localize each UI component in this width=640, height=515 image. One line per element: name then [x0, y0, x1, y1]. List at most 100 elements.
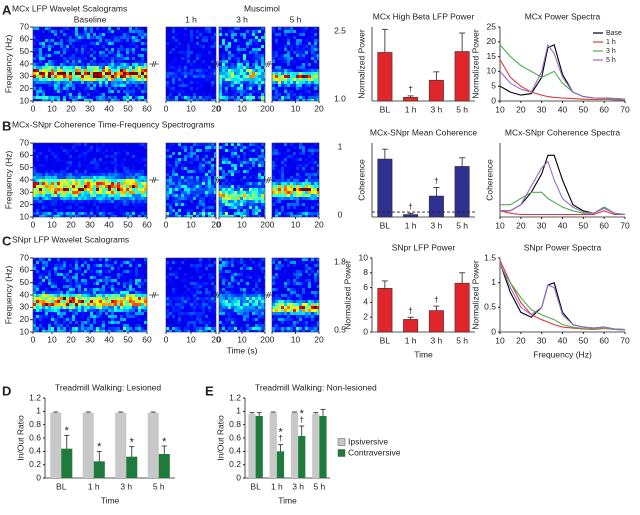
spectrogram-cell: [48, 258, 51, 261]
spectrogram-cell: [123, 36, 126, 39]
spectrogram-cell: [240, 57, 243, 60]
spectrogram-cell: [234, 99, 237, 101]
spectrogram-cell: [144, 39, 147, 42]
spectrogram-cell: [66, 158, 69, 161]
spectrogram-cell: [172, 96, 175, 99]
spectrogram-cell: [69, 258, 72, 261]
spectrogram-cell: [275, 164, 278, 167]
spectrogram-cell: [234, 188, 237, 191]
spectrogram-cell: [141, 63, 144, 66]
spectrogram-cell: [181, 96, 184, 99]
spectrogram-cell: [249, 63, 252, 66]
spectrogram-cell: [48, 276, 51, 279]
spectrogram-cell: [66, 321, 69, 324]
spectrogram-cell: [172, 194, 175, 197]
spectrogram-cell: [305, 215, 308, 217]
spectrogram-cell: [72, 206, 75, 209]
spectrogram-cell: [187, 69, 190, 72]
spectrogram-cell: [81, 66, 84, 69]
spectrogram-cell: [275, 99, 278, 101]
spectrogram-cell: [184, 146, 187, 149]
spectrogram-cell: [141, 69, 144, 72]
x-tick-label: 60: [142, 103, 152, 113]
spectrogram-cell: [219, 194, 222, 197]
spectrogram-cell: [57, 66, 60, 69]
spectrogram-cell: [175, 36, 178, 39]
spectrogram-cell: [234, 48, 237, 51]
spectrogram-cell: [45, 51, 48, 54]
spectrogram-cell: [193, 185, 196, 188]
y-axis-label: Frequency (Hz): [3, 151, 13, 210]
spectrogram-cell: [219, 161, 222, 164]
spectrogram-cell: [166, 158, 169, 161]
spectrogram-cell: [105, 96, 108, 99]
spectrogram-cell: [69, 300, 72, 303]
spectrogram-cell: [272, 209, 275, 212]
spectrogram-cell: [302, 197, 305, 200]
spectrogram-cell: [314, 212, 317, 215]
spectrogram-cell: [225, 146, 228, 149]
spectrogram-cell: [78, 315, 81, 318]
spectrogram-cell: [141, 81, 144, 84]
spectrogram-cell: [60, 93, 63, 96]
spectrogram-cell: [57, 42, 60, 45]
spectrogram-cell: [135, 81, 138, 84]
spectrogram-cell: [208, 179, 211, 182]
spectrogram-cell: [187, 194, 190, 197]
spectrogram-cell: [126, 69, 129, 72]
spectrogram-cell: [90, 30, 93, 33]
spectrogram-cell: [246, 197, 249, 200]
spectrogram-cell: [178, 185, 181, 188]
spectrogram-cell: [234, 203, 237, 206]
spectrogram-cell: [211, 63, 214, 66]
spectrogram-cell: [42, 188, 45, 191]
spectrogram-cell: [169, 66, 172, 69]
spectrogram-cell: [84, 90, 87, 93]
spectrogram-cell: [272, 81, 275, 84]
spectrogram-cell: [66, 155, 69, 158]
spectrogram-cell: [48, 33, 51, 36]
spectrogram-cell: [240, 81, 243, 84]
spectrogram-cell: [57, 75, 60, 78]
spectrogram-cell: [249, 33, 252, 36]
spectrogram-cell: [141, 161, 144, 164]
spectrogram-cell: [57, 27, 60, 30]
spectrogram-cell: [48, 197, 51, 200]
spectrogram-cell: [138, 99, 141, 101]
spectrogram-cell: [228, 182, 231, 185]
spectrogram-cell: [117, 164, 120, 167]
spectrogram-cell: [60, 30, 63, 33]
spectrogram-cell: [252, 161, 255, 164]
spectrogram-cell: [243, 188, 246, 191]
spectrogram-cell: [296, 176, 299, 179]
spectrogram-cell: [36, 270, 39, 273]
spectrogram-cell: [166, 45, 169, 48]
spectrogram-cell: [66, 282, 69, 285]
spectrogram-cell: [129, 42, 132, 45]
spectrogram-cell: [214, 161, 216, 164]
spectrogram-cell: [219, 45, 222, 48]
spectrogram-cell: [120, 66, 123, 69]
spectrogram-cell: [243, 27, 246, 30]
spectrogram-cell: [181, 155, 184, 158]
spectrogram-cell: [36, 300, 39, 303]
spectrogram-cell: [111, 206, 114, 209]
spectrogram-cell: [237, 197, 240, 200]
spectrogram-cell: [96, 161, 99, 164]
spectrogram-cell: [205, 45, 208, 48]
spectrogram-cell: [222, 96, 225, 99]
spectrogram-cell: [196, 191, 199, 194]
spectrogram-cell: [219, 146, 222, 149]
spectrogram-cell: [205, 48, 208, 51]
spectrogram-cell: [193, 200, 196, 203]
spectrogram-cell: [36, 288, 39, 291]
spectrogram-cell: [234, 149, 237, 152]
spectrogram-cell: [299, 185, 302, 188]
spectrogram-cell: [261, 158, 264, 161]
spectrogram-cell: [181, 33, 184, 36]
spectrogram-cell: [138, 206, 141, 209]
spectrogram-cell: [72, 197, 75, 200]
spectrogram-cell: [81, 321, 84, 324]
spectrogram-cell: [169, 33, 172, 36]
x-tick-label: 0: [217, 103, 222, 113]
